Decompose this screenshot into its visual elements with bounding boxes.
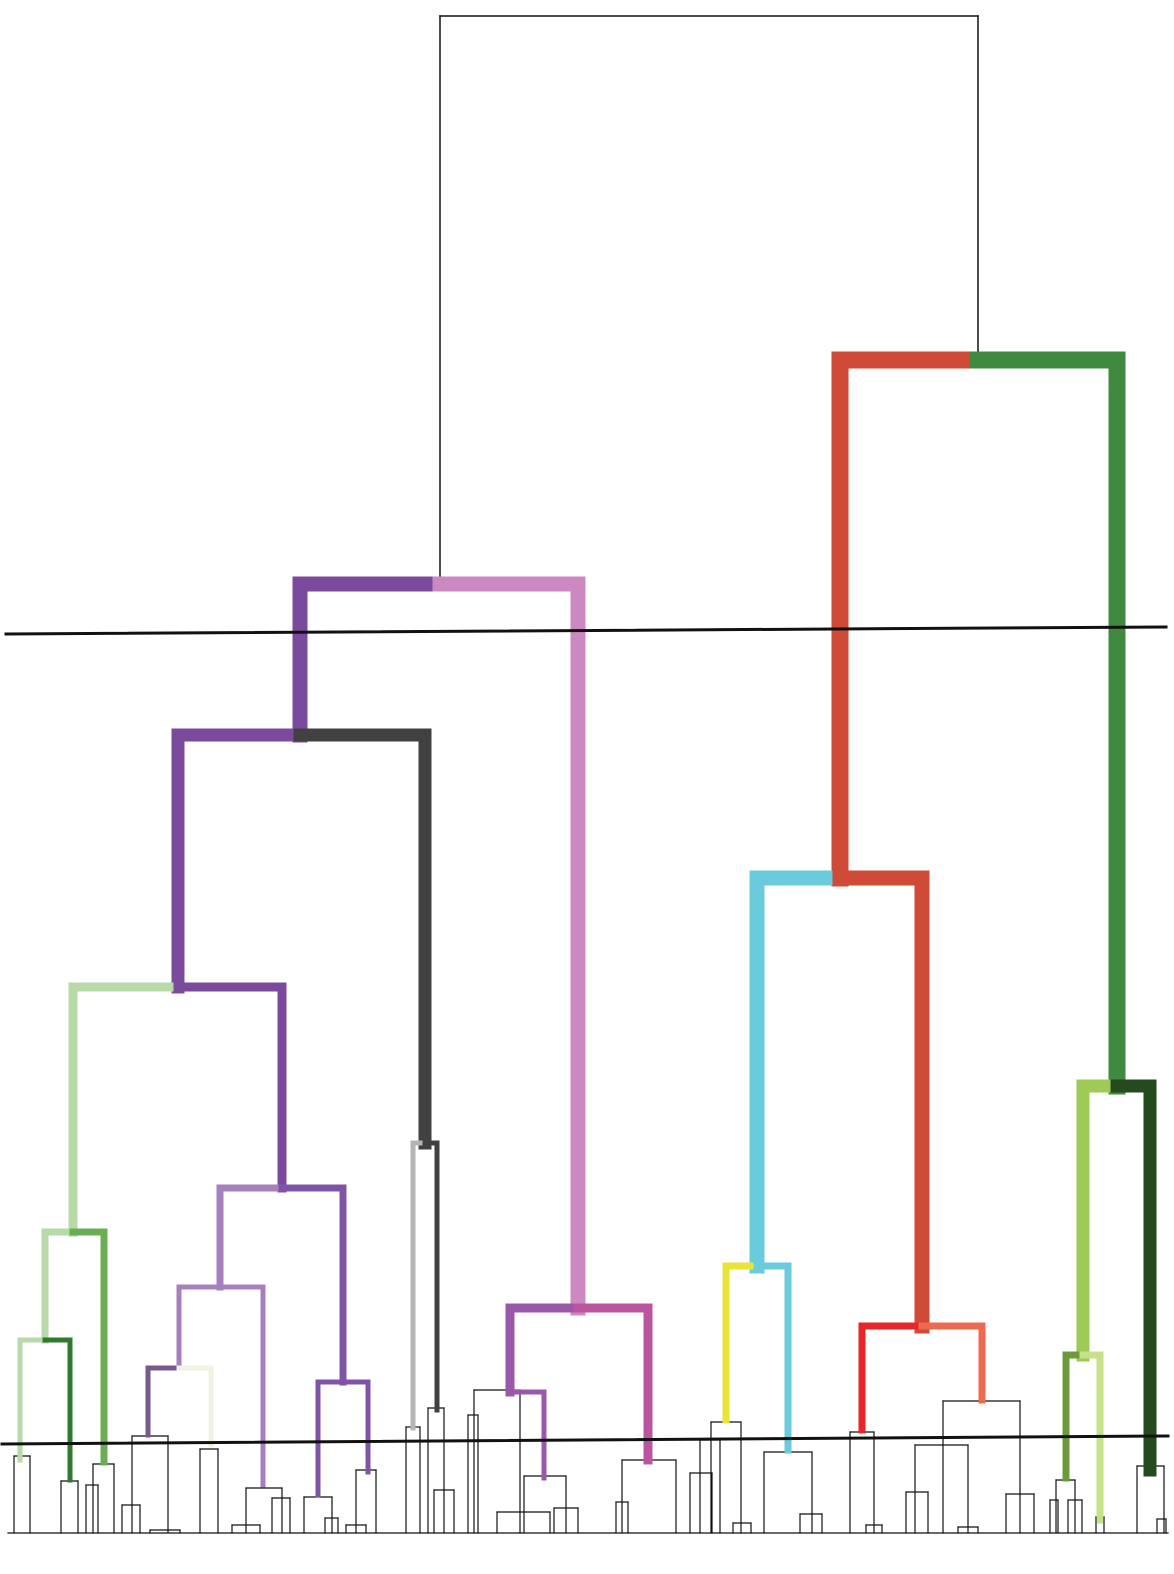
lower-cut-line	[0, 1434, 1170, 1446]
cut-lines	[0, 625, 1170, 1446]
upper-cut-line	[4, 625, 1168, 636]
colored-branches	[17, 15, 1157, 1524]
leaf-subtrees	[7, 1389, 1169, 1534]
